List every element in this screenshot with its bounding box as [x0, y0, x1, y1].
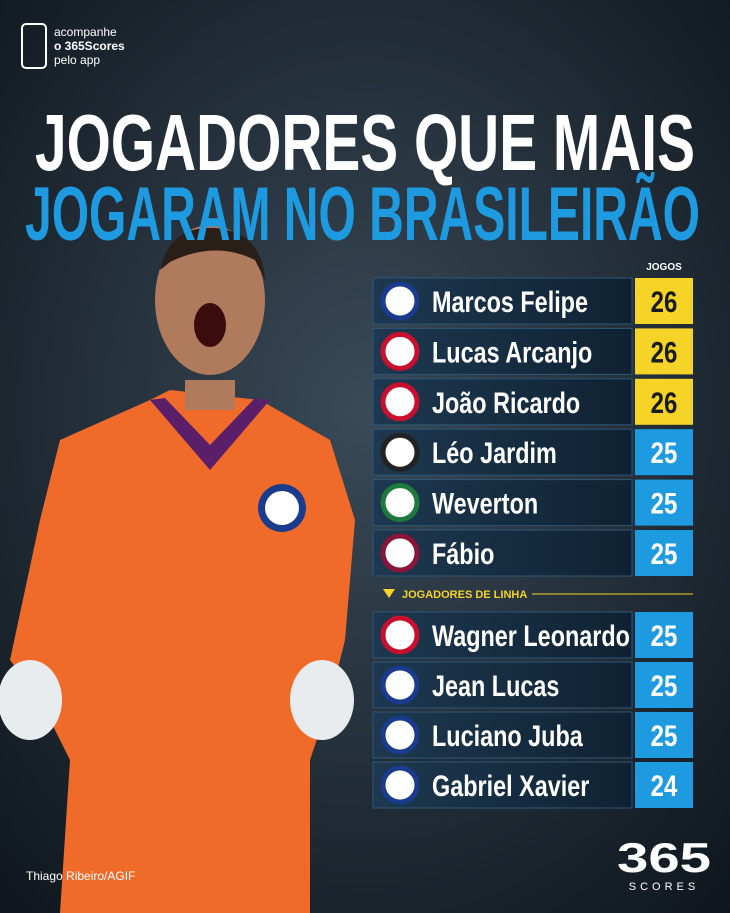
club-badge [380, 665, 420, 705]
logo: 365 [617, 834, 711, 881]
games-box [635, 762, 693, 808]
player-photo [0, 225, 355, 913]
games-box [635, 378, 693, 425]
photo-credit: Thiago Ribeiro/AGIF [26, 869, 135, 883]
club-badge [380, 765, 420, 805]
club-badge [380, 331, 420, 371]
player-name: Weverton [432, 487, 538, 520]
column-header: JOGOS [646, 262, 682, 273]
player-name: João Ricardo [432, 386, 580, 419]
games-value: 25 [651, 436, 678, 470]
player-name: Fábio [432, 537, 494, 570]
games-value: 24 [651, 768, 678, 802]
games-value: 25 [651, 668, 678, 702]
games-box [635, 712, 693, 758]
games-box [635, 612, 693, 658]
player-name: Wagner Leonardo [432, 619, 630, 652]
player-name: Léo Jardim [432, 436, 557, 469]
games-box [635, 278, 693, 324]
club-badge [380, 533, 420, 573]
ranking-table: Marcos Felipe 26 Lucas Arcanjo 26 João Ricar… [372, 277, 693, 809]
games-box [635, 479, 693, 526]
club-badge [380, 281, 420, 321]
section-label: JOGADORES DE LINHA [402, 589, 527, 601]
games-value: 25 [651, 536, 678, 570]
player-name: Jean Lucas [432, 669, 559, 702]
title-line: JOGARAM NO BRASILEIRÃO [25, 172, 700, 257]
games-value: 26 [651, 385, 678, 419]
games-box [635, 530, 693, 576]
club-badge [380, 615, 420, 655]
app-badge: pelo app [54, 53, 100, 67]
club-badge [380, 382, 420, 422]
games-value: 25 [651, 618, 678, 652]
club-badge [380, 432, 420, 472]
app-badge: o 365Scores [54, 39, 125, 53]
app-badge: acompanhe [54, 25, 117, 39]
games-value: 25 [651, 718, 678, 752]
games-box [635, 662, 693, 708]
games-value: 25 [651, 486, 678, 520]
player-name: Luciano Juba [432, 719, 584, 752]
games-box [635, 429, 693, 476]
logo: SCORES [629, 881, 699, 893]
player-name: Lucas Arcanjo [432, 336, 592, 369]
club-badge [380, 483, 420, 523]
games-value: 26 [651, 284, 678, 318]
player-name: Gabriel Xavier [432, 769, 590, 802]
games-value: 26 [651, 335, 678, 369]
player-name: Marcos Felipe [432, 285, 588, 318]
games-box [635, 328, 693, 375]
title-line: JOGADORES QUE MAIS [35, 98, 695, 187]
phone-icon [21, 23, 47, 69]
club-badge [380, 715, 420, 755]
section-arrow [383, 589, 395, 598]
